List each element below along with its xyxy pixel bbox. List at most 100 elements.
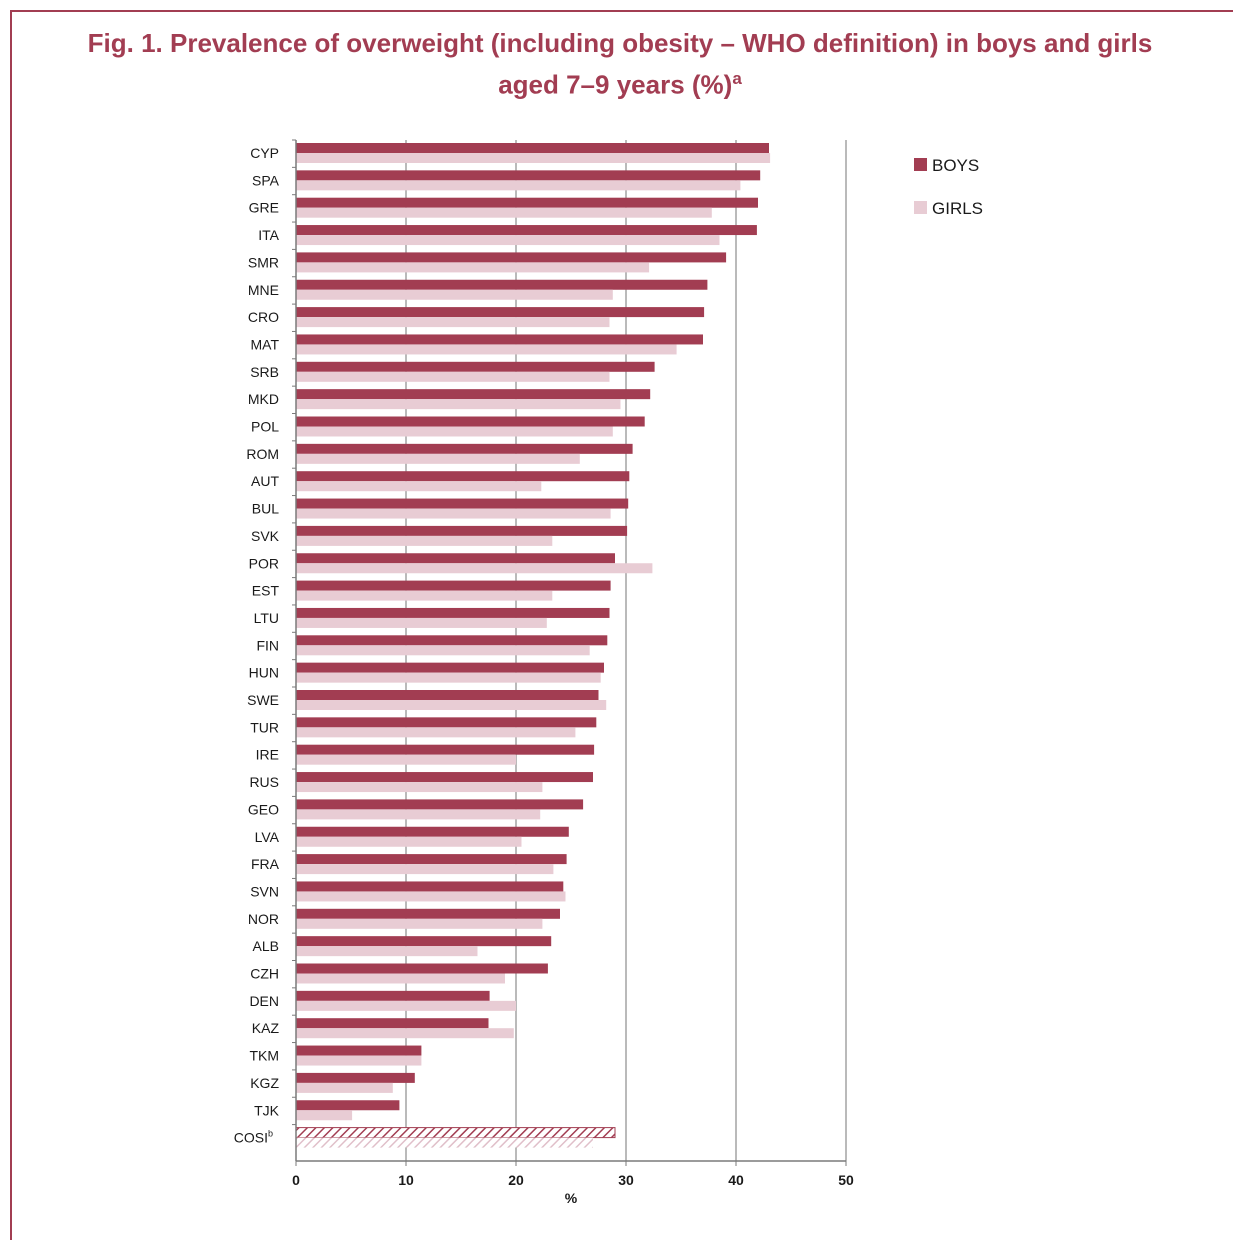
- bar-boys-tur: [296, 717, 597, 728]
- category-label-lva: LVA: [255, 829, 280, 845]
- x-axis-label: %: [565, 1190, 578, 1206]
- bar-girls-cro: [296, 317, 610, 328]
- category-label-swe: SWE: [247, 692, 279, 708]
- x-tick-label-20: 20: [508, 1172, 524, 1188]
- x-tick-label-30: 30: [618, 1172, 634, 1188]
- figure-title: Fig. 1. Prevalence of overweight (includ…: [0, 26, 1233, 103]
- bar-boys-spa: [296, 170, 761, 181]
- bar-boys-fra: [296, 854, 567, 865]
- bar-girls-cosi: [296, 1137, 593, 1148]
- bar-girls-cyp: [296, 153, 771, 163]
- x-tick-label-0: 0: [292, 1172, 300, 1188]
- legend-label-boys: BOYS: [932, 156, 979, 175]
- bar-boys-pol: [296, 416, 645, 427]
- bar-boys-bul: [296, 498, 629, 509]
- bar-girls-mkd: [296, 399, 621, 410]
- bar-boys-swe: [296, 690, 599, 700]
- bar-girls-den: [296, 1000, 516, 1011]
- bar-boys-lva: [296, 826, 569, 837]
- category-label-rus: RUS: [249, 774, 279, 790]
- category-label-cro: CRO: [248, 309, 279, 325]
- bar-girls-gre: [296, 207, 712, 218]
- bar-girls-lva: [296, 836, 522, 847]
- bar-boys-svn: [296, 881, 564, 892]
- bar-boys-rom: [296, 443, 633, 454]
- category-label-cosi: COSIb: [234, 1129, 273, 1146]
- category-label-por: POR: [249, 555, 279, 571]
- title-line-1: Fig. 1. Prevalence of overweight (includ…: [87, 28, 1153, 58]
- category-label-est: EST: [252, 583, 280, 599]
- bar-girls-svk: [296, 535, 553, 546]
- figure-frame: [10, 10, 1233, 1240]
- bar-boys-svk: [296, 525, 628, 536]
- bar-boys-czh: [296, 963, 548, 974]
- bar-girls-fra: [296, 864, 554, 875]
- category-label-nor: NOR: [248, 911, 279, 927]
- bar-girls-kgz: [296, 1082, 393, 1093]
- category-label-tkm: TKM: [249, 1048, 279, 1064]
- category-label-den: DEN: [249, 993, 279, 1009]
- bar-boys-por: [296, 553, 615, 564]
- bar-boys-est: [296, 580, 611, 591]
- category-label-alb: ALB: [253, 938, 279, 954]
- bar-girls-nor: [296, 918, 543, 929]
- legend-swatch-girls: [914, 201, 927, 214]
- category-label-tjk: TJK: [254, 1102, 280, 1118]
- category-label-spa: SPA: [252, 172, 280, 188]
- bar-girls-ltu: [296, 617, 547, 628]
- bar-girls-swe: [296, 700, 607, 710]
- category-label-tur: TUR: [250, 719, 279, 735]
- title-superscript: a: [732, 69, 742, 88]
- x-tick-label-50: 50: [838, 1172, 854, 1188]
- bar-girls-est: [296, 590, 553, 601]
- bar-boys-aut: [296, 471, 630, 482]
- bar-girls-pol: [296, 426, 613, 437]
- category-label-geo: GEO: [248, 801, 279, 817]
- bar-boys-cyp: [296, 143, 769, 153]
- category-label-ltu: LTU: [254, 610, 279, 626]
- axes: [292, 139, 847, 1166]
- category-label-pol: POL: [251, 419, 279, 435]
- category-label-svk: SVK: [251, 528, 280, 544]
- bar-boys-ita: [296, 225, 757, 236]
- bar-boys-mkd: [296, 389, 651, 400]
- bar-girls-ire: [296, 754, 516, 765]
- category-label-mkd: MKD: [248, 391, 279, 407]
- x-tick-labels: 0 10 20 30 40 50: [292, 1172, 854, 1188]
- title-line-2-text: aged 7–9 years (%): [498, 69, 733, 100]
- bar-girls-srb: [296, 371, 610, 382]
- category-label-bul: BUL: [252, 501, 279, 517]
- legend-label-girls: GIRLS: [932, 199, 983, 218]
- bar-girls-smr: [296, 262, 650, 273]
- bar-boys-geo: [296, 799, 584, 810]
- bar-girls-ita: [296, 235, 720, 246]
- title-line-2: aged 7–9 years (%)a: [0, 61, 1233, 103]
- bar-boys-ltu: [296, 607, 610, 618]
- bar-boys-srb: [296, 361, 655, 372]
- category-label-ire: IRE: [256, 747, 279, 763]
- category-label-aut: AUT: [251, 473, 279, 489]
- bar-boys-mne: [296, 279, 708, 290]
- bar-boys-rus: [296, 772, 593, 783]
- bar-girls-tjk: [296, 1110, 353, 1121]
- bar-boys-gre: [296, 197, 758, 208]
- bar-girls-fin: [296, 645, 590, 656]
- bar-boys-kaz: [296, 1018, 489, 1029]
- bar-girls-por: [296, 563, 653, 574]
- bar-girls-bul: [296, 508, 611, 519]
- bar-girls-spa: [296, 180, 741, 191]
- bar-boys-smr: [296, 252, 727, 263]
- bar-girls-hun: [296, 672, 601, 683]
- bar-girls-tkm: [296, 1055, 422, 1066]
- bar-boys-hun: [296, 662, 604, 673]
- bar-girls-rus: [296, 782, 543, 793]
- bar-boys-ire: [296, 744, 595, 755]
- category-label-rom: ROM: [246, 446, 279, 462]
- legend-swatch-boys: [914, 158, 927, 171]
- category-label-fra: FRA: [251, 856, 280, 872]
- category-label-hun: HUN: [249, 665, 279, 681]
- category-label-mne: MNE: [248, 282, 279, 298]
- bar-girls-mat: [296, 344, 677, 355]
- bar-girls-czh: [296, 973, 505, 984]
